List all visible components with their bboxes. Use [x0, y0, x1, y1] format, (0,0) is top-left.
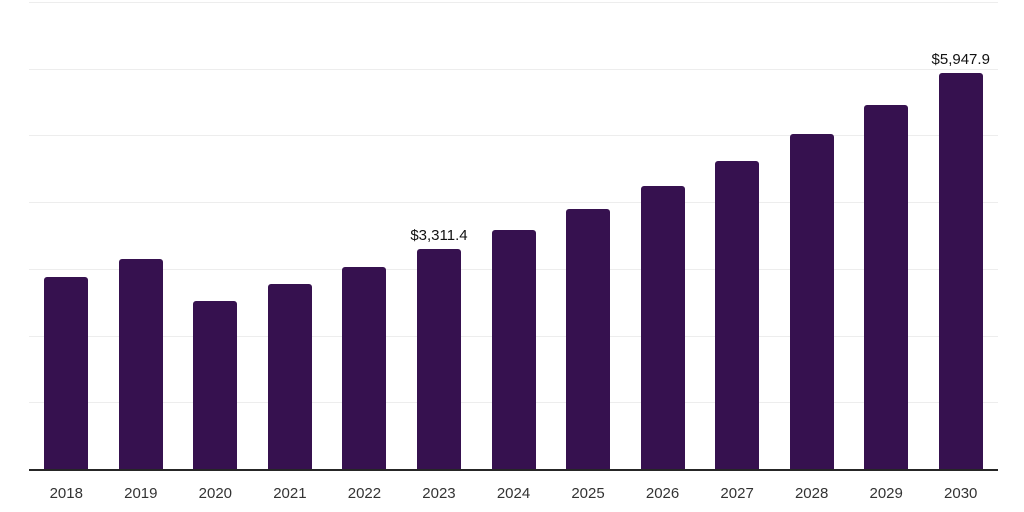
gridline	[29, 2, 998, 3]
x-axis-label: 2027	[720, 485, 754, 502]
x-axis-line	[29, 469, 998, 471]
x-axis-labels: 2018 2019 2020 2021 2022 2023 2024 2025 2026 2027…	[29, 486, 998, 504]
gridline	[29, 68, 998, 70]
bar-2027[interactable]	[715, 161, 760, 470]
bar-value-label: $3,311.4	[410, 227, 468, 245]
bar-2028[interactable]	[789, 134, 834, 470]
x-axis-label: 2020	[198, 485, 233, 502]
x-axis-label: 2022	[347, 485, 382, 502]
x-axis-label: 2025	[571, 485, 605, 502]
bar-2025[interactable]	[566, 209, 611, 470]
gridline	[29, 135, 998, 137]
x-axis-label: 2019	[124, 485, 158, 502]
x-axis-label: 2028	[794, 485, 829, 502]
x-axis-label: 2026	[645, 485, 680, 502]
bar-2029[interactable]	[864, 105, 909, 470]
bar-2018[interactable]	[44, 277, 89, 470]
bar-2026[interactable]	[640, 186, 685, 470]
bar-2023[interactable]	[416, 249, 461, 470]
plot-area: $3,311.4 $5,947.9	[29, 2, 998, 470]
bar-2030[interactable]	[938, 73, 983, 470]
bar-2022[interactable]	[342, 266, 387, 470]
x-axis-label: 2023	[422, 485, 456, 502]
x-axis-label: 2030	[944, 485, 978, 502]
x-axis-label: 2021	[273, 485, 307, 502]
x-axis-label: 2029	[869, 485, 903, 502]
gridline	[29, 202, 998, 204]
x-axis-label: 2024	[496, 485, 531, 502]
bar-2019[interactable]	[118, 258, 163, 470]
bar-2021[interactable]	[267, 283, 312, 470]
bar-value-label: $5,947.9	[931, 51, 990, 69]
x-axis-label: 2018	[49, 485, 83, 502]
bar-2024[interactable]	[491, 229, 536, 470]
bar-2020[interactable]	[193, 301, 238, 470]
